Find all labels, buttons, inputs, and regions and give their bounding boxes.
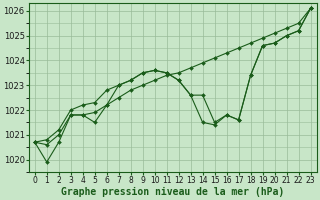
X-axis label: Graphe pression niveau de la mer (hPa): Graphe pression niveau de la mer (hPa) [61, 186, 284, 197]
